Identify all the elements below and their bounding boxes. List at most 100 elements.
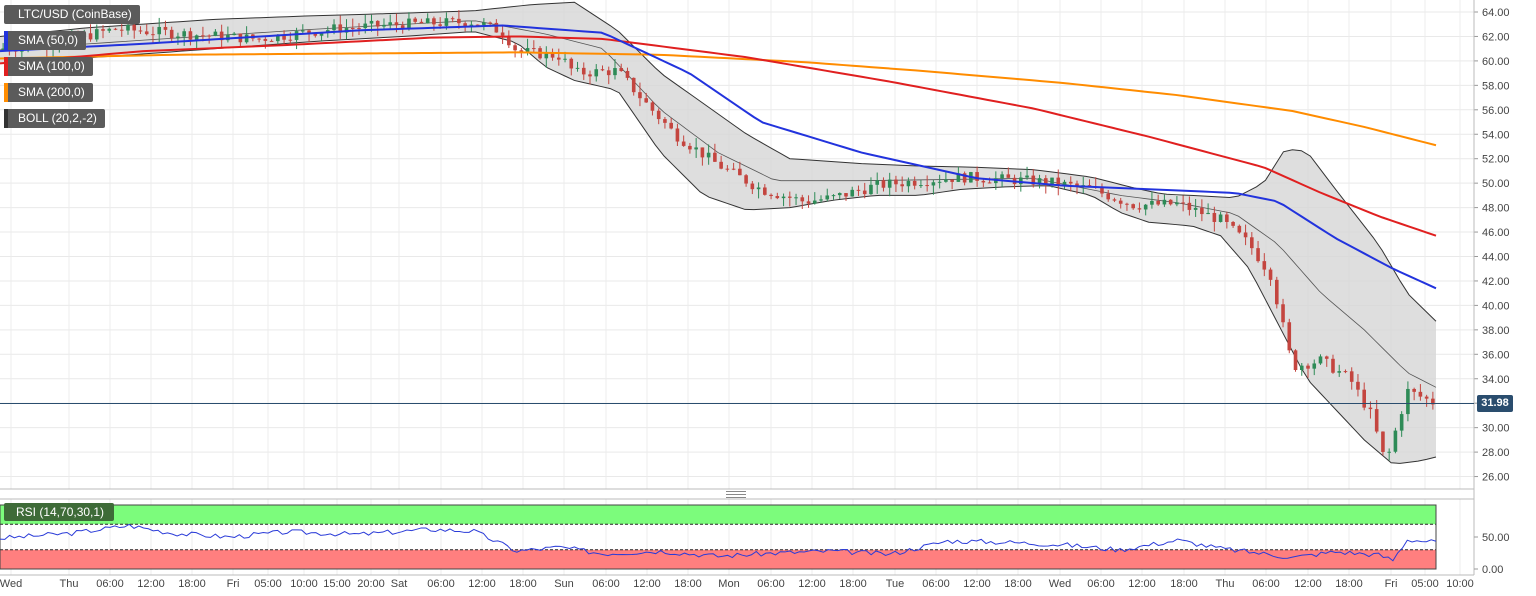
x-tick-label: 18:00 [674, 578, 702, 590]
candle-body [987, 182, 992, 184]
x-tick-label: 06:00 [592, 578, 620, 590]
candle-body [319, 32, 324, 36]
x-tick-label: 05:00 [254, 578, 282, 590]
candle-body [719, 161, 723, 169]
candle-body [182, 31, 186, 37]
x-tick-label: 15:00 [323, 578, 351, 590]
candle-body [163, 26, 168, 30]
candle-body [1175, 202, 1179, 205]
candle-body [1200, 207, 1204, 215]
candle-body [1293, 350, 1298, 371]
candle-body [213, 31, 218, 36]
legend-rsi[interactable]: RSI (14,70,30,1) [4, 503, 115, 521]
candle-body [1381, 431, 1385, 452]
candle-body [438, 24, 442, 26]
candle-body [1356, 381, 1360, 390]
candle-body [1412, 388, 1416, 392]
y-tick-label: 46.00 [1482, 227, 1510, 239]
candle-body [151, 34, 155, 36]
candle-body [288, 39, 293, 41]
candle-body [1019, 177, 1023, 185]
candle-body [1075, 183, 1079, 187]
legend-sma50[interactable]: SMA (50,0) [4, 31, 87, 50]
x-tick-label: 18:00 [1004, 578, 1032, 590]
x-tick-label: 06:00 [1087, 578, 1115, 590]
candle-body [244, 34, 249, 43]
candle-body [475, 24, 480, 26]
x-tick-label: 18:00 [178, 578, 206, 590]
sma50-line [0, 24, 1437, 290]
candle-body [88, 33, 93, 40]
x-axis: Wed Thu 06:00 12:00 18:00 Fri 05:00 10:00 15:00 2… [0, 0, 1474, 590]
y-tick-label: 26.00 [1482, 472, 1510, 484]
x-tick-label: 12:00 [633, 578, 661, 590]
candle-body [157, 26, 162, 35]
candle-body [1112, 199, 1117, 201]
candle-body [1262, 261, 1267, 270]
candle-body [375, 20, 380, 27]
candle-body [619, 68, 624, 71]
candle-body [975, 172, 979, 181]
candle-body [806, 201, 811, 204]
candle-body [937, 181, 942, 183]
y-tick-label: 36.00 [1482, 349, 1510, 361]
candle-body [101, 29, 105, 31]
candle-body [650, 102, 655, 111]
rsi-frame [0, 504, 1437, 570]
candle-body [706, 152, 711, 158]
legend-sma200[interactable]: SMA (200,0) [4, 83, 93, 102]
candle-body [201, 35, 205, 37]
candle-body [744, 175, 748, 184]
candle-body [906, 180, 911, 187]
candle-body [575, 67, 580, 69]
candle-body [781, 196, 786, 199]
candle-body [94, 29, 99, 40]
candle-body [756, 187, 761, 190]
candle-body [569, 58, 574, 69]
candle-body [425, 18, 430, 24]
candle-body [263, 38, 268, 41]
candle-body [950, 179, 954, 182]
candle-body [556, 57, 561, 60]
candle-body [769, 194, 773, 197]
candle-body [944, 179, 948, 182]
x-tick-label: 05:00 [1411, 578, 1439, 590]
y-tick-label: 64.00 [1482, 7, 1510, 19]
candle-body [919, 185, 923, 187]
candle-body [1131, 204, 1135, 209]
candle-body [881, 180, 886, 188]
candle-body [294, 31, 299, 40]
candle-body [656, 110, 661, 120]
x-tick-label: Thu [60, 578, 79, 590]
candle-body [644, 98, 648, 103]
pane-splitter-handle[interactable] [726, 491, 746, 498]
candle-body [1299, 365, 1304, 371]
candle-body [132, 24, 137, 31]
candle-body [1274, 279, 1279, 305]
candle-body [413, 18, 417, 22]
candle-body [1168, 199, 1173, 205]
legend-symbol[interactable]: LTC/USD (CoinBase) [4, 5, 140, 24]
y-tick-label: 50.00 [1482, 178, 1510, 190]
candle-body [1106, 193, 1111, 200]
candle-body [1362, 389, 1366, 408]
x-tick-label: 12:00 [137, 578, 165, 590]
x-tick-label: 12:00 [963, 578, 991, 590]
y-tick-label: 62.00 [1482, 31, 1510, 43]
candle-body [825, 195, 830, 200]
candle-body [931, 182, 936, 186]
y-tick-label: 58.00 [1482, 80, 1510, 92]
x-tick-label: Mon [718, 578, 739, 590]
legend-sma100[interactable]: SMA (100,0) [4, 57, 93, 76]
y-tick-label: 52.00 [1482, 154, 1510, 166]
bollinger-upper [0, 1, 1437, 322]
candle-body [388, 22, 393, 25]
candle-body [606, 70, 611, 76]
candle-body [725, 168, 730, 170]
candle-body [338, 24, 343, 33]
x-tick-label: 12:00 [1128, 578, 1156, 590]
x-tick-label: Sun [554, 578, 574, 590]
legend-boll[interactable]: BOLL (20,2,-2) [4, 109, 105, 128]
candle-body [450, 18, 455, 20]
